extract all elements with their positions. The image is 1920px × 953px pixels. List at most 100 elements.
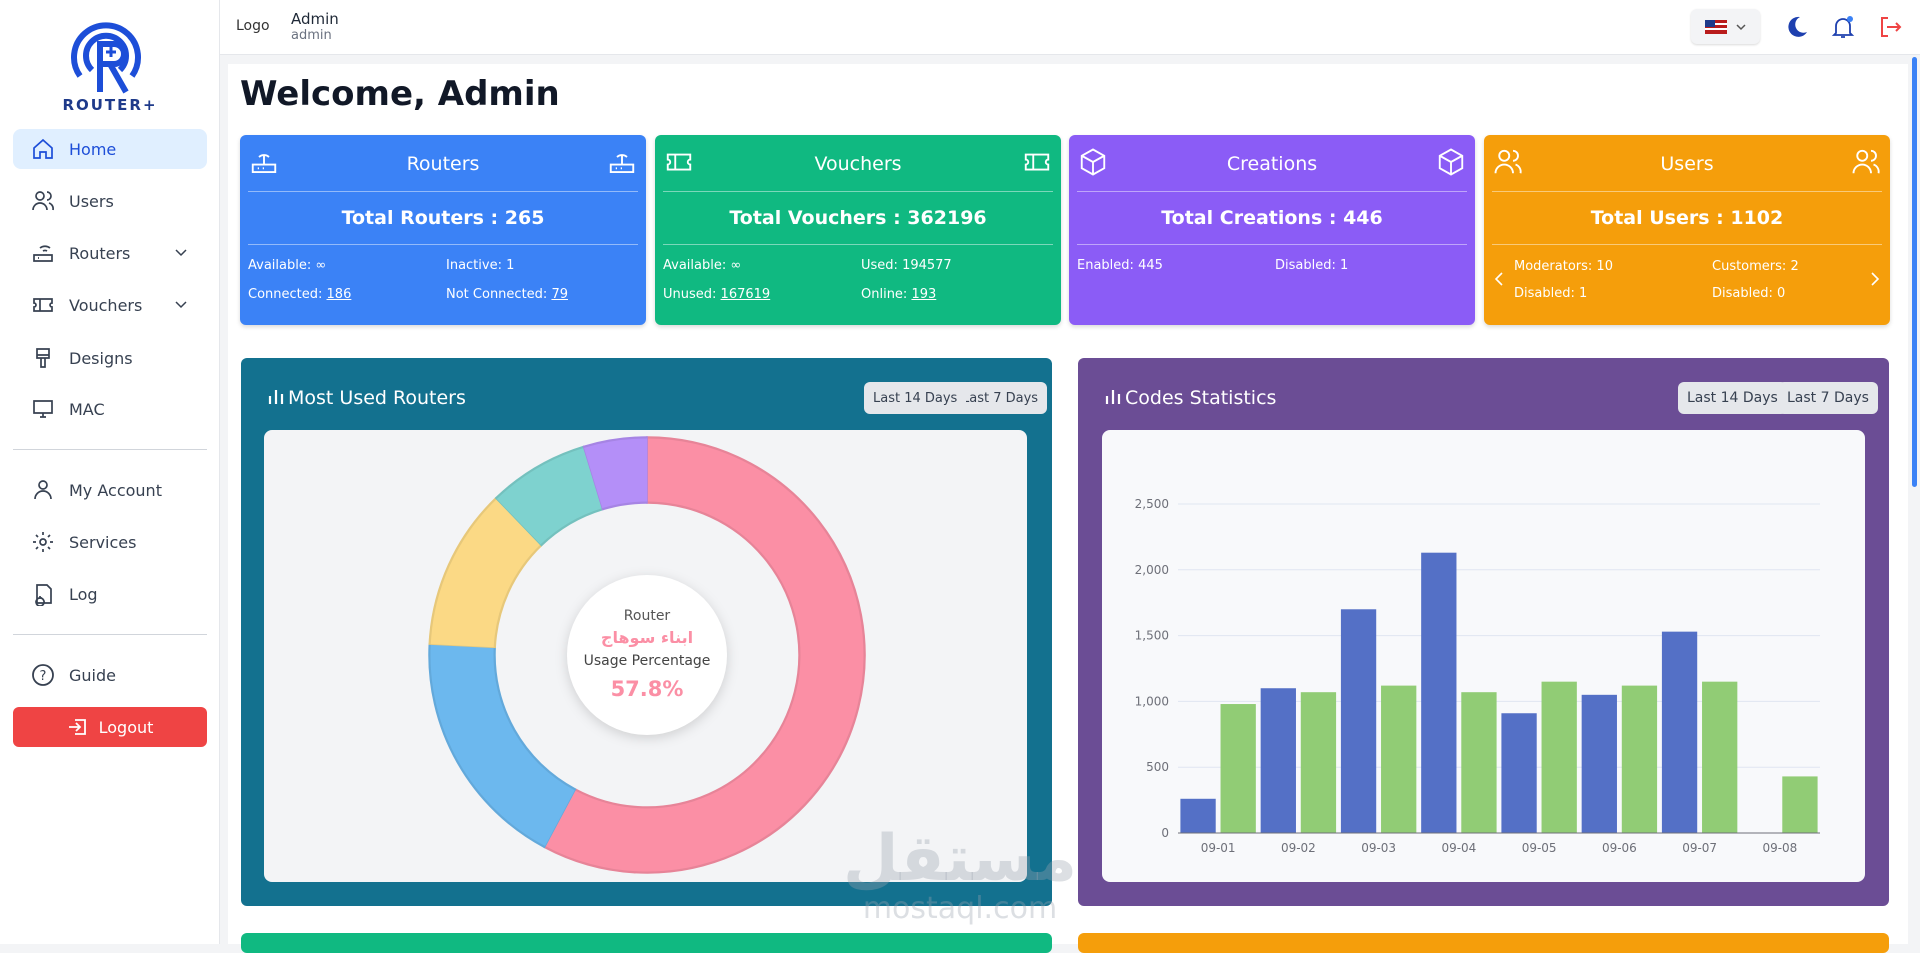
watermark: mostaql.com — [863, 891, 1057, 926]
bar — [1782, 776, 1818, 833]
icon — [35, 584, 52, 606]
brand-name: ROUTER+ — [62, 96, 158, 114]
bar — [1220, 704, 1256, 833]
bar — [1260, 688, 1296, 833]
stat-label: Online: — [861, 287, 908, 302]
icon — [32, 191, 54, 211]
nav-item[interactable]: MAC — [13, 389, 207, 429]
flag — [1705, 20, 1746, 34]
bar — [1180, 798, 1216, 833]
donut-fill — [583, 438, 647, 509]
stat-value: 1 — [1579, 286, 1588, 301]
y-tick-label: 1,500 — [1135, 629, 1169, 643]
center-badge — [567, 575, 727, 735]
card-stat: Disabled: 0 — [1712, 286, 1785, 301]
nav-item[interactable]: Vouchers — [13, 285, 207, 325]
stat-label: Unused: — [663, 287, 717, 302]
next[interactable] — [1870, 271, 1880, 287]
card-icon — [1438, 148, 1464, 176]
card-stat: Available: ∞ — [248, 258, 326, 273]
x-tick-label: 09-03 — [1361, 841, 1396, 855]
bar — [1381, 685, 1417, 833]
theme-toggle[interactable] — [1784, 14, 1810, 40]
stat-value[interactable]: 79 — [551, 287, 568, 302]
donut-fill — [545, 438, 864, 872]
x-tick-label: 09-02 — [1281, 841, 1316, 855]
notifications[interactable] — [1830, 14, 1856, 40]
stat-value: ∞ — [730, 258, 742, 273]
svg-text:?: ? — [40, 669, 47, 684]
stat-value[interactable]: 167619 — [720, 287, 771, 302]
card-stat: Not Connected: 79 — [446, 287, 568, 302]
stat-label: Disabled: — [1275, 258, 1336, 273]
language-select[interactable] — [1691, 9, 1760, 44]
nav-label: Log — [69, 584, 98, 604]
bar — [1340, 609, 1377, 833]
sidebar: ROUTER+ Home Users Routers Vouchers Designs M… — [0, 0, 220, 944]
nav-item[interactable]: My Account — [13, 470, 207, 510]
nav-item[interactable]: ? Guide — [13, 655, 207, 695]
card-stat: Inactive: 1 — [446, 258, 514, 273]
x-tick-label: 09-08 — [1762, 841, 1797, 855]
divider — [248, 191, 638, 192]
x-tick-label: 09-04 — [1441, 841, 1476, 855]
divider — [1077, 244, 1467, 245]
brand-logo — [71, 22, 141, 94]
card-total: Total Users : 1102 — [1590, 207, 1784, 229]
stat-card: Vouchers Total Vouchers : 362196 Available… — [655, 135, 1061, 325]
card-title: Users — [1660, 153, 1714, 175]
nav-item[interactable]: Users — [13, 181, 207, 221]
donut-fill — [496, 447, 603, 545]
stat-value: 10 — [1596, 259, 1613, 274]
range-button[interactable]: Last 14 Days — [1678, 382, 1787, 414]
nav-item[interactable]: Routers — [13, 233, 207, 273]
logout-label: Logout — [98, 717, 154, 737]
separator — [13, 449, 207, 450]
nav-item[interactable]: Designs — [13, 338, 207, 378]
nav-item[interactable]: Services — [13, 522, 207, 562]
stat-label: Inactive: — [446, 258, 502, 273]
divider — [1492, 191, 1882, 192]
user-name: Admin — [291, 10, 339, 28]
card-total: Total Vouchers : 362196 — [729, 207, 987, 229]
user-role: admin — [291, 28, 332, 43]
logo-broken: Logo — [236, 18, 270, 34]
card-stat: Online: 193 — [861, 287, 936, 302]
divider — [248, 244, 638, 245]
nav-label: Routers — [69, 243, 131, 263]
bar — [1461, 692, 1497, 833]
divider — [663, 244, 1053, 245]
card-stat: Disabled: 1 — [1275, 258, 1348, 273]
scrollbar[interactable] — [1912, 57, 1917, 487]
nav-item[interactable]: Home — [13, 129, 207, 169]
stat-label: Not Connected: — [446, 287, 548, 302]
chart-title: Most Used Routers — [288, 387, 466, 409]
stat-label: Connected: — [248, 287, 323, 302]
icon — [33, 400, 53, 418]
card-stat: Unused: 167619 — [663, 287, 770, 302]
logout-button[interactable]: Logout — [13, 707, 207, 747]
stat-value[interactable]: 186 — [326, 287, 352, 302]
card-title: Vouchers — [814, 153, 902, 175]
sign-out[interactable] — [1878, 14, 1904, 40]
separator — [13, 634, 207, 635]
center-name: ابناء سوهاج — [601, 628, 693, 647]
prev[interactable] — [1494, 271, 1504, 287]
card-icon — [1494, 149, 1522, 174]
watermark: مستقل — [843, 822, 1077, 896]
stat-label: Used: — [861, 258, 898, 273]
x-tick-label: 09-07 — [1682, 841, 1717, 855]
stat-value: 0 — [1777, 286, 1786, 301]
y-tick-label: 1,000 — [1135, 694, 1169, 708]
stat-value: 2 — [1790, 259, 1799, 274]
card-stat: Disabled: 1 — [1514, 286, 1587, 301]
card-icon — [251, 154, 277, 173]
range-button[interactable]: Last 7 Days — [1778, 382, 1878, 414]
card-total: Total Creations : 446 — [1161, 207, 1383, 229]
divider — [1077, 191, 1467, 192]
nav-item[interactable]: Log — [13, 574, 207, 614]
range-button[interactable]: Last 7 Days — [953, 382, 1048, 414]
range-button[interactable]: Last 14 Days — [864, 382, 967, 414]
stat-value[interactable]: 193 — [911, 287, 937, 302]
